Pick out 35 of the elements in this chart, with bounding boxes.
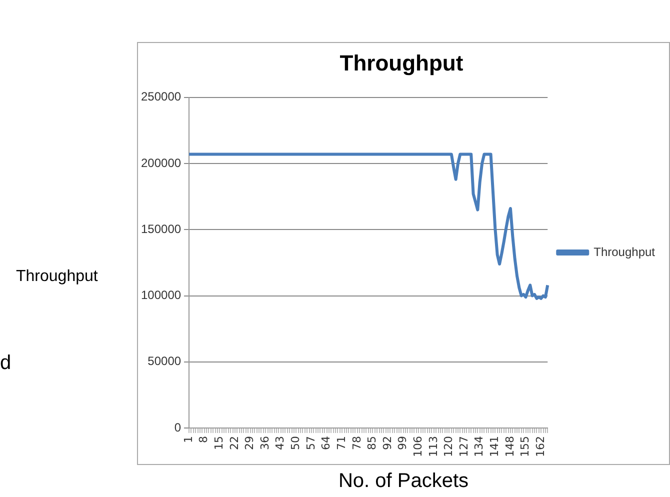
x-tick-label: 99: [396, 436, 410, 450]
x-tick-label: 162: [534, 436, 547, 458]
x-tick-label: 120: [442, 436, 456, 458]
legend-label: Throughput: [594, 244, 656, 259]
x-tick-label: 15: [212, 436, 226, 450]
x-axis-title: No. of Packets: [337, 470, 470, 493]
x-tick-label: 148: [503, 436, 516, 458]
y-axis-title: Throughput: [14, 268, 100, 286]
x-tick-label: 78: [350, 436, 364, 450]
y-tick-label: 150000: [140, 222, 182, 236]
x-tick-label: 106: [411, 436, 424, 458]
x-tick-label: 141: [488, 436, 502, 458]
y-tick-label: 100000: [140, 288, 182, 302]
x-tick-label: 134: [472, 436, 486, 458]
x-tick-label: 113: [426, 436, 440, 458]
y-tick-label: 0: [174, 420, 182, 434]
x-tick-label: 64: [320, 436, 333, 450]
x-tick-label: 92: [380, 436, 394, 450]
x-tick-label: 8: [197, 436, 210, 444]
x-tick-label: 43: [274, 436, 287, 450]
y-tick-label: 50000: [148, 354, 182, 368]
x-tick-label: 22: [228, 436, 241, 450]
x-tick-label: 71: [334, 436, 348, 450]
y-tick-label: 200000: [140, 156, 182, 170]
x-tick-label: 57: [304, 436, 318, 450]
x-tick-label: 50: [289, 436, 302, 450]
x-tick-label: 29: [243, 436, 256, 450]
x-tick-label: 36: [258, 436, 272, 450]
chart-title: Throughput: [340, 50, 464, 76]
x-tick-label: 1: [182, 436, 195, 444]
x-tick-label: 155: [518, 436, 532, 458]
text: d: [0, 352, 12, 375]
x-tick-label: 127: [457, 436, 470, 458]
x-tick-label: 85: [366, 436, 379, 450]
y-tick-label: 250000: [140, 90, 182, 104]
